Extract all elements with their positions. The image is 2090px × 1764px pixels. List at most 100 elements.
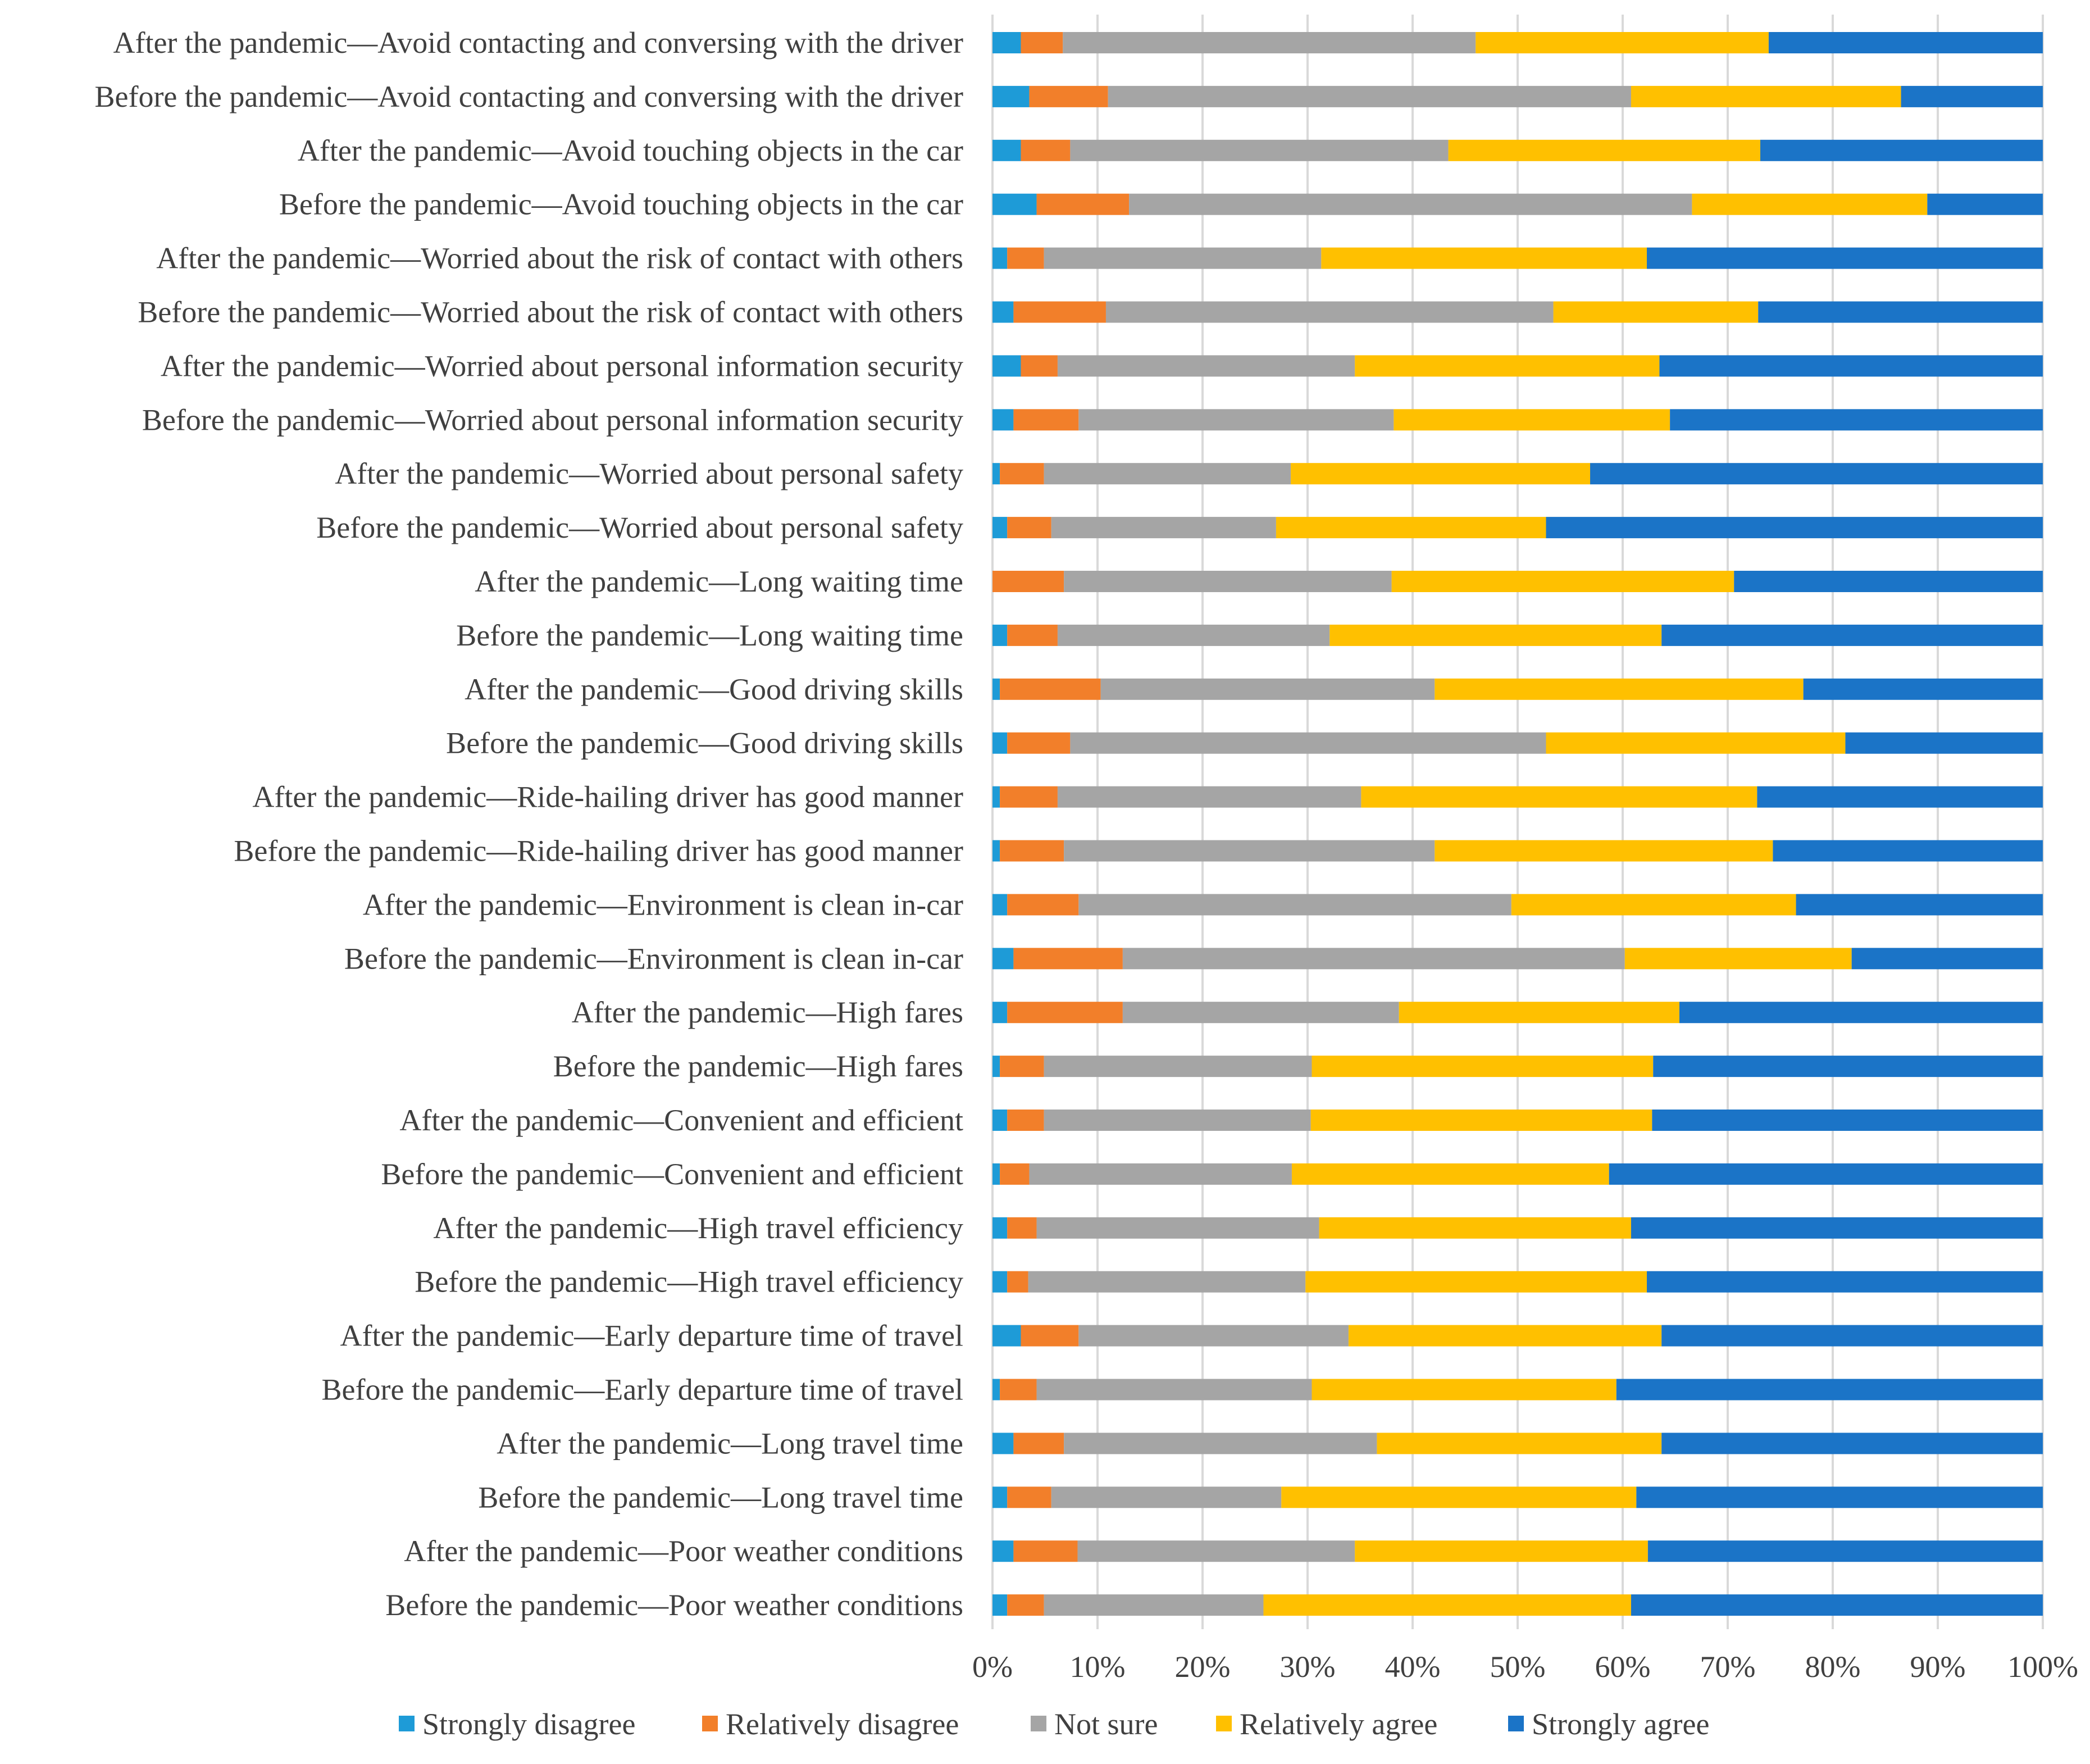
bar-segment-relatively-agree — [1631, 85, 1901, 107]
legend-label: Not sure — [1054, 1707, 1158, 1741]
bar-segment-relatively-agree — [1312, 1379, 1617, 1401]
bar-segment-relatively-agree — [1511, 894, 1796, 916]
bar-segment-relatively-disagree — [1013, 1433, 1064, 1454]
bar-segment-not-sure — [1057, 624, 1330, 646]
bar-segment-not-sure — [1064, 1433, 1377, 1454]
bar-segment-relatively-agree — [1624, 948, 1852, 970]
legend-label: Strongly disagree — [422, 1707, 635, 1741]
bar-segment-strongly-disagree — [992, 1379, 1000, 1401]
bar-segment-relatively-agree — [1435, 678, 1804, 700]
bar-segment-strongly-agree — [1653, 1056, 2043, 1078]
bar-segment-relatively-agree — [1399, 1002, 1679, 1024]
bar-segment-relatively-agree — [1310, 1110, 1652, 1131]
bar-segment-not-sure — [1078, 409, 1394, 431]
category-label: Before the pandemic—Convenient and effic… — [381, 1157, 963, 1191]
bar-segment-strongly-disagree — [992, 1163, 1000, 1185]
bar-segment-relatively-disagree — [1021, 1325, 1079, 1347]
bar-segment-relatively-disagree — [1000, 678, 1101, 700]
bars-layer — [992, 32, 2043, 1616]
category-label: After the pandemic—Environment is clean … — [363, 888, 963, 921]
bar-segment-not-sure — [1070, 732, 1546, 754]
bar-segment-relatively-agree — [1355, 355, 1660, 377]
bar-segment-relatively-agree — [1692, 193, 1928, 215]
bar-segment-not-sure — [1070, 139, 1449, 161]
bar-segment-relatively-agree — [1377, 1433, 1662, 1454]
category-label: After the pandemic—Avoid touching object… — [298, 134, 963, 167]
bar-segment-not-sure — [1078, 1325, 1349, 1347]
bar-segment-strongly-agree — [1901, 85, 2043, 107]
bar-segment-not-sure — [1057, 355, 1355, 377]
bar-segment-strongly-disagree — [992, 1433, 1014, 1454]
category-label: After the pandemic—Worried about persona… — [161, 349, 963, 383]
bar-segment-relatively-agree — [1553, 301, 1759, 323]
x-tick-label: 40% — [1385, 1650, 1441, 1684]
bar-segment-strongly-disagree — [992, 1110, 1008, 1131]
bar-segment-relatively-disagree — [992, 571, 1064, 592]
bar-segment-not-sure — [1122, 1002, 1399, 1024]
category-label: Before the pandemic—High fares — [553, 1049, 963, 1083]
bar-segment-not-sure — [1044, 247, 1322, 269]
bar-segment-relatively-disagree — [1007, 1002, 1123, 1024]
bar-segment-strongly-agree — [1616, 1379, 2043, 1401]
x-tick-label: 0% — [972, 1650, 1013, 1684]
bar-segment-not-sure — [1028, 1271, 1306, 1293]
bar-segment-relatively-agree — [1312, 1056, 1654, 1078]
bar-segment-not-sure — [1122, 948, 1625, 970]
bar-segment-relatively-agree — [1476, 32, 1769, 53]
category-label: After the pandemic—Long travel time — [497, 1426, 963, 1460]
bar-segment-relatively-agree — [1305, 1271, 1647, 1293]
bar-segment-strongly-agree — [1661, 624, 2043, 646]
category-label: After the pandemic—Convenient and effici… — [399, 1103, 963, 1137]
bar-segment-not-sure — [1029, 1163, 1292, 1185]
bar-segment-strongly-agree — [1609, 1163, 2043, 1185]
bar-segment-relatively-agree — [1319, 1217, 1631, 1239]
bar-segment-relatively-disagree — [1000, 786, 1058, 808]
bar-segment-relatively-disagree — [1036, 193, 1130, 215]
bar-segment-relatively-disagree — [1000, 1056, 1044, 1078]
bar-segment-relatively-agree — [1348, 1325, 1662, 1347]
bar-segment-strongly-agree — [1773, 840, 2043, 862]
bar-segment-relatively-agree — [1448, 139, 1760, 161]
category-label: After the pandemic—Ride-hailing driver h… — [252, 780, 963, 814]
bar-segment-relatively-disagree — [1000, 840, 1064, 862]
category-label: Before the pandemic—Avoid touching objec… — [279, 188, 963, 221]
bar-segment-strongly-disagree — [992, 1056, 1000, 1078]
category-label: After the pandemic—Avoid contacting and … — [113, 26, 963, 60]
legend: Strongly disagree Relatively disagree Not … — [399, 1707, 1709, 1741]
bar-segment-relatively-agree — [1394, 409, 1670, 431]
category-labels: After the pandemic—Avoid contacting and … — [94, 26, 963, 1622]
category-label: Before the pandemic—Poor weather conditi… — [385, 1588, 963, 1622]
bar-segment-relatively-disagree — [1021, 32, 1063, 53]
bar-segment-relatively-disagree — [1007, 247, 1044, 269]
bar-segment-strongly-agree — [1590, 463, 2043, 485]
bar-segment-relatively-disagree — [1007, 1271, 1028, 1293]
bar-segment-strongly-disagree — [992, 1594, 1008, 1616]
bar-segment-strongly-agree — [1652, 1110, 2043, 1131]
bar-segment-relatively-agree — [1276, 517, 1546, 539]
bar-segment-strongly-agree — [1768, 32, 2043, 53]
bar-segment-strongly-agree — [1845, 732, 2043, 754]
bar-segment-relatively-agree — [1546, 732, 1846, 754]
bar-segment-strongly-agree — [1546, 517, 2043, 539]
bar-segment-strongly-disagree — [992, 1217, 1008, 1239]
bar-segment-strongly-agree — [1661, 1325, 2043, 1347]
bar-segment-strongly-disagree — [992, 463, 1000, 485]
bar-segment-not-sure — [1051, 1486, 1282, 1508]
bar-segment-not-sure — [1044, 1056, 1312, 1078]
category-label: Before the pandemic—Avoid contacting and… — [94, 80, 963, 113]
bar-segment-strongly-agree — [1631, 1217, 2043, 1239]
bar-segment-strongly-agree — [1734, 571, 2043, 592]
bar-segment-strongly-disagree — [992, 840, 1000, 862]
bar-segment-strongly-disagree — [992, 786, 1000, 808]
category-label: After the pandemic—Early departure time … — [340, 1319, 963, 1353]
category-label: After the pandemic—Worried about the ris… — [156, 242, 963, 275]
bar-segment-strongly-agree — [1647, 1271, 2043, 1293]
bar-segment-relatively-agree — [1435, 840, 1773, 862]
bar-segment-strongly-agree — [1636, 1486, 2043, 1508]
bar-segment-relatively-disagree — [1021, 355, 1058, 377]
bar-segment-not-sure — [1036, 1217, 1319, 1239]
x-tick-label: 30% — [1280, 1650, 1336, 1684]
bar-segment-strongly-disagree — [992, 32, 1021, 53]
